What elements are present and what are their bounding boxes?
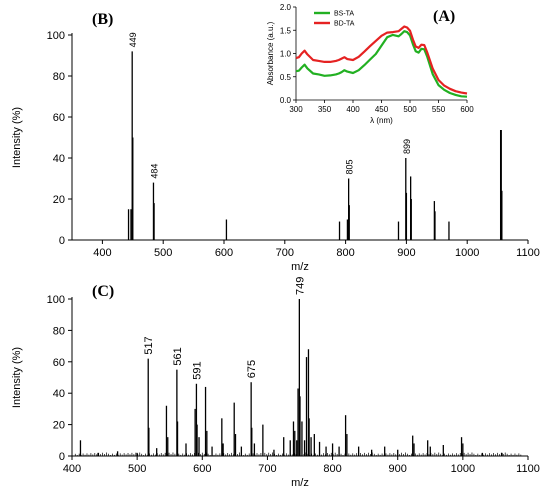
y-tick-label: 60 <box>53 357 65 369</box>
series-line-bs-ta <box>295 30 468 98</box>
x-tick-label: 400 <box>93 247 111 259</box>
y-tick-label: 20 <box>53 420 65 432</box>
x-tick-label: 600 <box>215 247 233 259</box>
y-tick-label: 0 <box>59 451 65 463</box>
x-axis-label: λ (nm) <box>370 116 393 125</box>
x-tick-label: 400 <box>63 463 81 475</box>
legend-label: BS-TA <box>334 11 354 18</box>
peak-label: 517 <box>143 336 155 354</box>
panel-label: (B) <box>92 11 113 28</box>
y-tick-label: 0.0 <box>280 96 292 105</box>
panel-label: (C) <box>92 283 114 300</box>
x-tick-label: 600 <box>193 463 211 475</box>
peak-label: 484 <box>149 164 159 179</box>
peak-label: 805 <box>345 159 355 174</box>
y-axis-label: Intensity (%) <box>11 347 23 408</box>
peak-label: 449 <box>128 32 138 47</box>
y-tick-label: 80 <box>53 325 65 337</box>
y-tick-label: 80 <box>53 71 65 83</box>
y-axis-label: Absorbance (a.u.) <box>266 21 275 85</box>
x-axis-label: m/z <box>291 261 309 273</box>
x-tick-label: 1100 <box>516 247 540 259</box>
x-tick-label: 700 <box>276 247 294 259</box>
x-tick-label: 1100 <box>516 463 540 475</box>
y-tick-label: 1.5 <box>280 26 292 35</box>
x-tick-label: 550 <box>432 105 446 114</box>
x-tick-label: 350 <box>318 105 332 114</box>
peak-label: 749 <box>294 277 306 295</box>
x-tick-label: 600 <box>460 105 474 114</box>
panel-a-absorbance-inset: 0.0 0.5 1.0 1.5 2.0 300 350 400 450 500 550 600 λ (n… <box>266 0 522 130</box>
peak-label: 561 <box>172 347 184 365</box>
y-tick-label: 20 <box>53 194 65 206</box>
y-tick-label: 60 <box>53 112 65 124</box>
legend-label: BD-TA <box>334 21 355 28</box>
x-tick-label: 900 <box>397 247 415 259</box>
peak-label: 591 <box>191 361 203 379</box>
inset-background <box>266 0 522 130</box>
x-tick-label: 300 <box>289 105 303 114</box>
panel-c-mass-spectrum: 0 20 40 60 80 100 400 500 600 700 800 900 1000 1100 m/… <box>11 277 540 489</box>
series-line-bd-ta <box>295 25 468 95</box>
y-tick-label: 100 <box>47 294 65 306</box>
x-tick-label: 500 <box>154 247 172 259</box>
x-tick-label: 1000 <box>455 247 479 259</box>
x-tick-label: 900 <box>389 463 407 475</box>
peak-label: 675 <box>246 360 258 378</box>
x-tick-label: 500 <box>128 463 146 475</box>
x-tick-label: 400 <box>346 105 360 114</box>
y-tick-label: 40 <box>53 388 65 400</box>
x-tick-label: 700 <box>258 463 276 475</box>
x-axis-label: m/z <box>291 477 309 489</box>
y-tick-label: 100 <box>47 30 65 42</box>
y-tick-label: 0.5 <box>280 73 292 82</box>
y-tick-label: 40 <box>53 153 65 165</box>
y-tick-label: 1.0 <box>280 50 292 59</box>
panel-label: (A) <box>433 8 455 25</box>
x-tick-label: 800 <box>323 463 341 475</box>
x-tick-label: 450 <box>375 105 389 114</box>
x-tick-label: 800 <box>336 247 354 259</box>
y-tick-label: 2.0 <box>280 3 292 12</box>
peak-label: 899 <box>402 139 412 154</box>
y-tick-label: 0 <box>59 235 65 247</box>
x-tick-label: 1000 <box>451 463 475 475</box>
y-axis-label: Intensity (%) <box>11 107 23 168</box>
x-tick-label: 500 <box>403 105 417 114</box>
